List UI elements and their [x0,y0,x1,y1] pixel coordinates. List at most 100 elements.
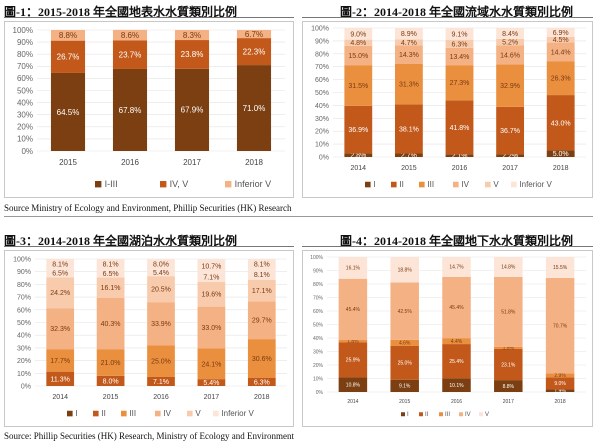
data-label: 10.7% [201,263,221,270]
bar-segment [390,345,419,380]
y-tick-label: 0% [319,154,329,161]
chart-4-title-rule [302,246,593,247]
data-label: 1.5% [503,346,515,352]
y-tick-label: 80% [17,282,31,289]
y-tick-label: 60% [315,77,329,84]
bar-segment [390,339,419,346]
x-tick-label: 2016 [153,394,169,401]
bar-segment [390,282,419,340]
data-label: 5.0% [553,151,569,158]
bar-segment [112,40,148,69]
legend-swatch [453,181,459,188]
y-tick-label: 40% [313,336,324,342]
data-label: 16.1% [101,285,121,292]
legend-label: I [373,180,375,189]
bar-segment [390,257,419,283]
x-tick-label: 2016 [452,165,468,172]
data-label: 8.6% [121,31,139,40]
data-label: 8.1% [254,272,270,279]
y-tick-label: 0% [21,147,33,156]
data-label: 4.5% [553,37,569,44]
bar-segment [236,30,272,39]
bar-segment [112,68,148,151]
legend-swatch [391,181,397,188]
y-tick-label: 20% [313,363,324,369]
data-label: 10.8% [346,382,361,388]
legend-label: I [407,412,409,418]
x-tick-label: 2014 [347,399,358,405]
legend-swatch [479,412,483,417]
x-tick-label: 2015 [103,394,119,401]
y-tick-label: 40% [17,333,31,340]
y-tick-label: 70% [315,64,329,71]
bar-segment [197,272,226,282]
legend-label: IV [163,409,171,418]
bar-segment [442,344,471,379]
y-tick-label: 80% [17,50,33,59]
x-tick-label: 2016 [121,158,139,167]
data-label: 6.3% [452,41,468,48]
y-tick-label: 40% [315,103,329,110]
legend-label: Inferior V [221,409,254,418]
data-label: 6.5% [52,271,68,278]
legend-label: III [129,409,136,418]
data-label: 5.2% [502,40,518,47]
divider-top [4,216,593,217]
data-label: 18.8% [398,267,413,273]
chart-4: 0% 10% 20% 30% 40% 50% 60% 70% 80% 90% 100% 10.8% 25… [302,250,593,427]
legend-label: I-III [105,179,118,189]
data-label: 36.9% [348,127,368,134]
y-tick-label: 0% [316,390,324,396]
bar-segment [197,306,226,349]
x-tick-label: 2018 [254,394,270,401]
data-label: 45.4% [346,307,361,313]
chart-2-title-rule [302,17,593,18]
legend-label: Inferior V [519,180,552,189]
data-label: 25.0% [398,361,413,367]
data-label: 16.1% [346,266,361,272]
data-label: 15.0% [348,53,368,60]
legend-swatch [485,181,491,188]
data-label: 45.4% [449,305,464,311]
bar-segment [494,348,523,381]
y-tick-label: 30% [17,111,33,120]
data-label: 36.7% [500,128,520,135]
data-label: 38.1% [399,126,419,133]
chart-2-title: 圖-2：2014-2018 年全國流域水水質類別比例 [340,5,573,19]
data-label: 43.0% [551,120,571,127]
bar-segment [338,257,368,279]
bar-segment [494,276,523,347]
bar-segment [394,153,423,157]
data-label: 15.5% [553,265,568,271]
data-label: 23.1% [501,362,516,368]
chart-1-title: 圖-1：2015-2018 年全國地表水水質類別比例 [4,5,237,19]
y-tick-label: 70% [17,62,33,71]
chart-3: 0% 10% 20% 30% 40% 50% 60% 70% 80% 90% 100% 11.3% 17… [4,250,294,427]
bar-segment [46,258,75,270]
bar-segment [147,376,175,386]
data-label: 8.8% [59,31,77,40]
bar-segment [442,338,471,345]
bar-segment [147,302,175,346]
data-label: 1.8% [347,339,359,345]
bar-segment [247,301,276,340]
bar-segment [46,269,75,278]
y-tick-label: 60% [17,74,33,83]
bar-segment [445,47,474,66]
bar-segment [545,373,575,378]
legend-swatch [511,181,517,188]
bar-segment [96,259,125,270]
legend-swatch [439,412,443,417]
legend-label: I [75,409,77,418]
data-label: 30.6% [252,356,272,363]
data-label: 6.9% [553,30,569,37]
x-tick-label: 2018 [555,399,566,405]
data-label: 19.6% [201,292,221,299]
bar-segment [445,154,474,157]
bar-segment [50,40,86,73]
y-tick-label: 100% [13,26,33,35]
bar-segment [442,378,471,392]
legend-swatch [213,410,219,417]
x-tick-label: 2014 [351,165,367,172]
chart-3-title: 圖-3：2014-2018 年全國湖泊水水質類別比例 [4,234,237,248]
